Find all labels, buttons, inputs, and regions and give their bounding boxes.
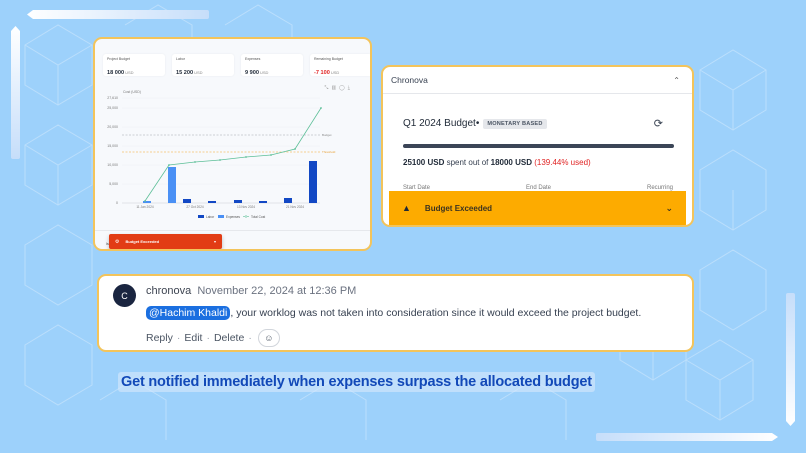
comment-date[interactable]: November 22, 2024 at 12:36 PM	[197, 285, 357, 297]
zoom-icon[interactable]: ⤡	[324, 85, 329, 91]
svg-text:5,000: 5,000	[109, 182, 118, 186]
cost-chart: Cost (USD) 27,610 25,000 20,000 15,000 1…	[107, 90, 336, 219]
refresh-icon[interactable]: ⟳	[653, 118, 663, 130]
divider	[95, 230, 370, 231]
stat-label: Expenses	[245, 57, 261, 61]
bars	[143, 161, 317, 203]
svg-text:Total Cost: Total Cost	[251, 215, 265, 219]
delete-link[interactable]: Delete	[213, 332, 245, 344]
warning-icon: ▲	[402, 203, 411, 213]
svg-text:27,610: 27,610	[107, 96, 118, 100]
alert-icon: ⚙	[115, 238, 120, 245]
total-amount: 18000 USD	[490, 158, 532, 167]
decorative-arrow-top	[27, 10, 209, 19]
svg-text:13 Nov 2024: 13 Nov 2024	[237, 205, 255, 209]
chart-toolbar: ⤡ ▥ ◯ ⤓	[324, 85, 350, 91]
budget-progress-bar	[403, 144, 674, 148]
svg-text:11 Jan 2024: 11 Jan 2024	[136, 205, 154, 209]
svg-text:15,000: 15,000	[107, 144, 118, 148]
stat-value: 15 200	[176, 70, 194, 76]
separator: ·	[248, 332, 252, 344]
chart-legend: Labor Expenses Total Cost	[198, 215, 265, 219]
svg-text:25,000: 25,000	[107, 106, 118, 110]
stat-value: 18 000	[107, 70, 125, 76]
stat-label: Labor	[176, 57, 185, 61]
add-reaction-button[interactable]: ☺	[257, 329, 280, 347]
separator: ·	[176, 332, 181, 344]
stat-unit: USD	[330, 70, 340, 75]
comment-card: C chronova November 22, 2024 at 12:36 PM…	[97, 274, 694, 352]
decorative-arrow-left	[11, 26, 20, 159]
stat-label: Remaining Budget	[314, 57, 343, 61]
stat-label: Project Budget	[107, 57, 130, 61]
spent-amount: 25100 USD	[403, 158, 445, 167]
chronova-budget-panel: Chronova ⌃ Q1 2024 Budget• MONETARY BASE…	[381, 65, 694, 227]
svg-text:0: 0	[116, 201, 118, 205]
stat-value: -7 100	[314, 70, 330, 76]
stat-labor: Labor 15 200USD	[172, 54, 234, 76]
stat-unit: USD	[260, 70, 269, 75]
alert-label: Budget Exceeded	[424, 203, 493, 213]
svg-text:Threshold: Threshold	[322, 150, 336, 154]
svg-text:20,000: 20,000	[107, 125, 118, 129]
comment-actions: Reply · Edit · Delete · ☺	[146, 329, 280, 347]
stats-row: Project Budget 18 000USD Labor 15 200USD…	[103, 54, 370, 76]
budget-title-row: Q1 2024 Budget• MONETARY BASED ⟳	[403, 117, 673, 130]
avatar: C	[113, 284, 136, 307]
stat-project-budget: Project Budget 18 000USD	[103, 54, 165, 76]
stat-remaining-budget: Remaining Budget -7 100USD	[310, 54, 370, 76]
comment-text: , your worklog was not taken into consid…	[230, 307, 642, 319]
svg-text:Budget: Budget	[322, 133, 332, 137]
stat-value: 9 900	[245, 70, 259, 76]
panel-title: Chronova	[391, 75, 428, 85]
download-icon[interactable]: ⤓	[347, 85, 350, 91]
svg-text:Expenses: Expenses	[226, 215, 240, 219]
user-mention[interactable]: @Hachim Khaldi	[146, 306, 231, 320]
svg-text:Labor: Labor	[206, 215, 215, 219]
chevron-down-icon[interactable]: ⌄	[665, 202, 673, 213]
budget-exceeded-alert[interactable]: ▲ Budget Exceeded ⌄	[389, 191, 686, 225]
stat-unit: USD	[194, 70, 203, 75]
budget-spent-summary: 25100 USD spent out of 18000 USD (139.44…	[403, 158, 591, 167]
svg-text:21 Nov 2024: 21 Nov 2024	[286, 205, 304, 209]
smiley-icon: ☺	[264, 333, 274, 343]
budget-type-badge: MONETARY BASED	[483, 118, 547, 129]
budget-dates-row: Start Date End Date Recurring	[403, 185, 673, 191]
svg-text:27 Oct 2024: 27 Oct 2024	[186, 205, 204, 209]
project-dashboard-card: Project Budget 18 000USD Labor 15 200USD…	[93, 37, 372, 251]
y-axis-title: Cost (USD)	[123, 90, 141, 94]
panel-header[interactable]: Chronova ⌃	[383, 67, 692, 94]
reset-icon[interactable]: ◯	[339, 85, 345, 91]
separator: ·	[206, 332, 210, 344]
percent-used: (139.44% used)	[531, 158, 591, 167]
edit-link[interactable]: Edit	[184, 332, 203, 344]
comment-author[interactable]: chronova	[146, 285, 192, 297]
toast-label: Budget Exceeded	[125, 239, 160, 244]
svg-text:10,000: 10,000	[107, 163, 118, 167]
spent-text: spent out of	[444, 158, 491, 167]
comment-body: @Hachim Khaldi, your worklog was not tak…	[146, 306, 642, 320]
total-cost-line	[144, 107, 322, 202]
tagline-caption: Get notified immediately when expenses s…	[118, 372, 595, 392]
comment-header: chronova November 22, 2024 at 12:36 PM	[146, 285, 356, 297]
chevron-up-icon[interactable]: ⌃	[673, 75, 680, 85]
stat-expenses: Expenses 9 900USD	[241, 54, 303, 76]
reply-link[interactable]: Reply	[146, 332, 173, 344]
budget-title: Q1 2024 Budget•	[403, 118, 480, 129]
bar-chart-icon[interactable]: ▥	[331, 85, 337, 91]
decorative-arrow-bottom	[596, 433, 778, 441]
stat-unit: USD	[125, 70, 134, 75]
decorative-arrow-right	[786, 293, 795, 426]
chevron-down-icon[interactable]: ▾	[213, 239, 216, 244]
budget-exceeded-toast[interactable]: ⚙ Budget Exceeded ▾	[109, 234, 222, 249]
